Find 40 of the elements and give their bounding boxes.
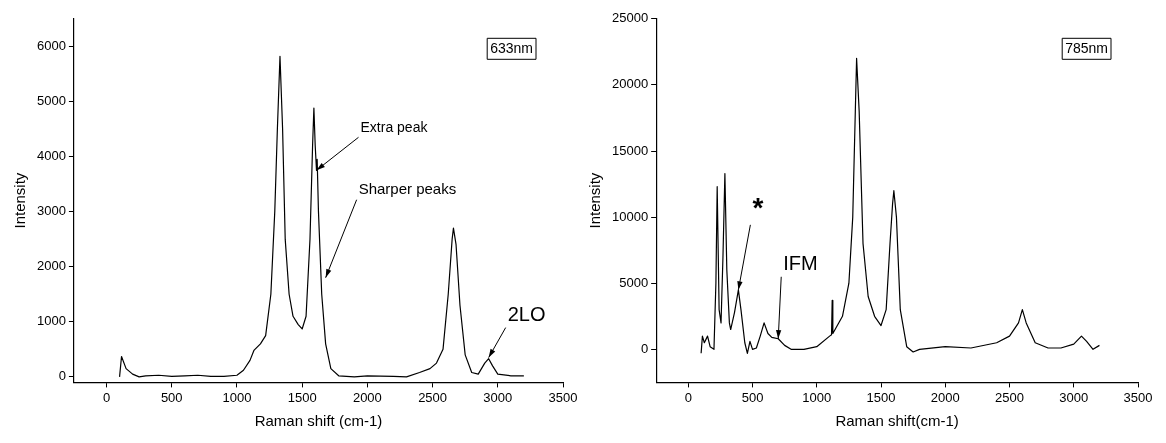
x-tick-label: 500 bbox=[160, 389, 183, 405]
x-tick-label: 3500 bbox=[1123, 389, 1153, 405]
x-tick-label: 2000 bbox=[930, 389, 960, 405]
x-tick-label: 1500 bbox=[287, 389, 317, 405]
x-axis-title: Raman shift (cm-1) bbox=[254, 412, 383, 430]
y-tick-label: 20000 bbox=[611, 76, 649, 92]
y-tick-label: 15000 bbox=[611, 142, 649, 158]
x-tick-label: 0 bbox=[684, 389, 692, 405]
y-axis-title: Intensity bbox=[11, 172, 29, 229]
y-tick-label: 4000 bbox=[37, 148, 66, 164]
annotation: 785nm bbox=[1065, 39, 1109, 56]
annotation: Extra peak bbox=[360, 119, 429, 136]
x-tick-label: 500 bbox=[741, 389, 764, 405]
y-tick-label: 10000 bbox=[611, 208, 649, 224]
x-axis-title: Raman shift(cm-1) bbox=[835, 412, 959, 430]
y-axis-title: Intensity bbox=[586, 172, 604, 229]
annotation: 633nm bbox=[490, 39, 534, 56]
y-tick-label: 0 bbox=[58, 368, 66, 384]
x-tick-label: 2500 bbox=[418, 389, 448, 405]
x-tick-label: 3000 bbox=[1059, 389, 1089, 405]
x-tick-label: 1500 bbox=[866, 389, 896, 405]
y-tick-label: 6000 bbox=[37, 37, 66, 53]
x-tick-label: 0 bbox=[102, 389, 111, 405]
x-tick-label: 3500 bbox=[548, 389, 578, 405]
y-tick-label: 2000 bbox=[37, 258, 66, 274]
x-tick-label: 1000 bbox=[222, 389, 252, 405]
y-tick-label: 5000 bbox=[619, 274, 649, 290]
y-tick-label: 1000 bbox=[37, 313, 66, 329]
annotation: IFM bbox=[783, 252, 818, 275]
y-tick-label: 25000 bbox=[611, 10, 649, 26]
x-tick-label: 3000 bbox=[483, 389, 513, 405]
annotation: * bbox=[752, 191, 764, 223]
annotation: 2LO bbox=[507, 303, 546, 326]
x-tick-label: 2500 bbox=[995, 389, 1024, 405]
y-tick-label: 0 bbox=[640, 340, 649, 356]
y-tick-label: 3000 bbox=[37, 203, 66, 219]
x-tick-label: 2000 bbox=[352, 389, 382, 405]
x-tick-label: 1000 bbox=[802, 389, 832, 405]
y-tick-label: 5000 bbox=[37, 93, 66, 109]
annotation: Sharper peaks bbox=[358, 180, 457, 198]
